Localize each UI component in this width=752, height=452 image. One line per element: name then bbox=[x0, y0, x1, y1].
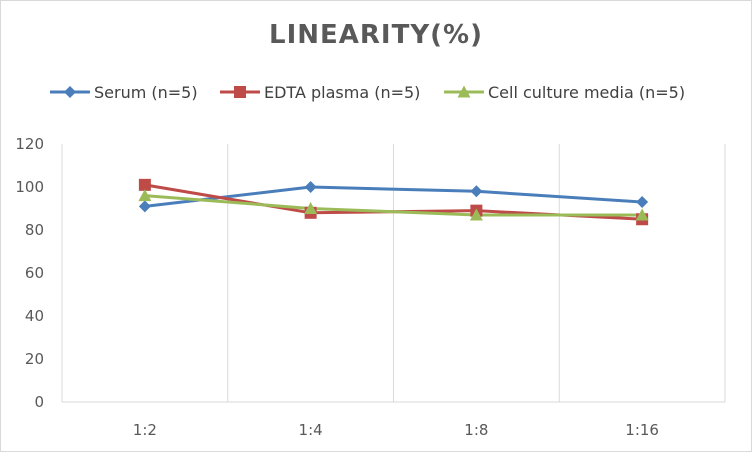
x-tick-label: 1:2 bbox=[133, 421, 157, 439]
legend-label-2: EDTA plasma (n=5) bbox=[264, 83, 420, 102]
data-point-series-1 bbox=[470, 185, 483, 198]
data-point-series-1 bbox=[138, 200, 151, 213]
data-point-series-3 bbox=[469, 208, 483, 221]
y-tick-label: 60 bbox=[25, 264, 44, 282]
y-tick-label: 0 bbox=[34, 393, 44, 411]
data-point-series-3 bbox=[304, 202, 318, 215]
data-point-series-1 bbox=[304, 181, 317, 193]
x-tick-label: 1:16 bbox=[625, 421, 659, 439]
x-tick-label: 1:8 bbox=[464, 421, 488, 439]
legend-marker-2 bbox=[234, 86, 246, 98]
y-tick-label: 80 bbox=[25, 221, 44, 239]
series-line-1 bbox=[144, 185, 643, 208]
legend-label-3: Cell culture media (n=5) bbox=[488, 83, 685, 102]
series-line-3 bbox=[144, 194, 643, 217]
y-tick-label: 120 bbox=[15, 135, 44, 153]
chart-title: LINEARITY(%) bbox=[269, 20, 483, 50]
x-tick-label: 1:4 bbox=[299, 421, 323, 439]
y-tick-label: 40 bbox=[25, 307, 44, 325]
legend-marker-1 bbox=[64, 86, 76, 98]
y-tick-label: 20 bbox=[25, 350, 44, 368]
data-point-series-3 bbox=[635, 208, 649, 221]
data-point-series-3 bbox=[138, 189, 152, 202]
data-point-series-1 bbox=[636, 196, 649, 209]
data-point-series-2 bbox=[138, 178, 151, 191]
legend-label-1: Serum (n=5) bbox=[94, 83, 198, 102]
y-tick-label: 100 bbox=[15, 178, 44, 196]
legend-marker-3 bbox=[457, 85, 471, 98]
